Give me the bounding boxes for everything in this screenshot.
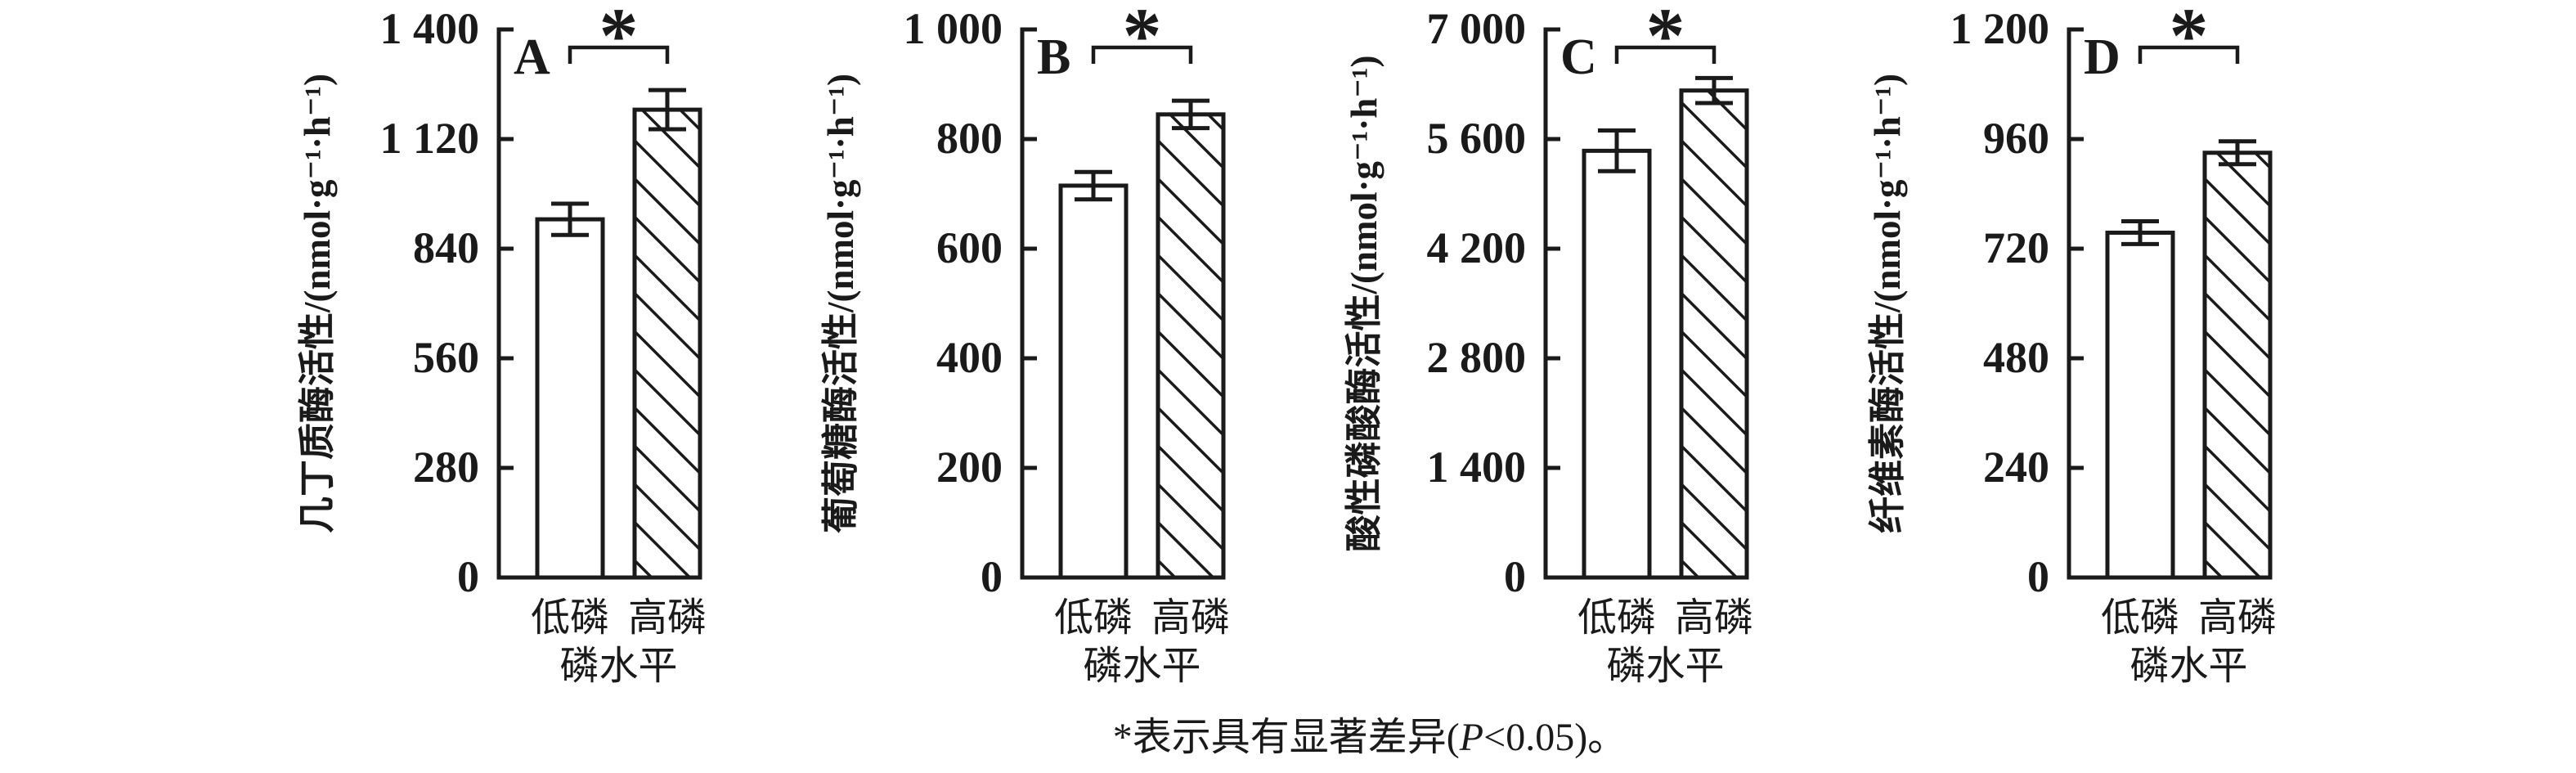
y-tick-label: 600 xyxy=(936,223,1003,272)
bar-low-phosphorus xyxy=(1058,183,1129,580)
y-tick-label: 1 400 xyxy=(1427,443,1527,492)
x-tick-label-low-phosphorus: 低磷 xyxy=(531,596,609,640)
y-tick-label: 2 800 xyxy=(1427,333,1527,382)
y-tick-label: 0 xyxy=(457,552,479,601)
y-tick-label: 1 200 xyxy=(1950,4,2050,53)
bar-low-phosphorus xyxy=(1582,148,1652,580)
panel-c-chart: 0 1 400 2 800 4 200 5 600 7 000 酸性磷酸酶活性/(nmol·… xyxy=(1344,0,1753,688)
y-tick-label: 400 xyxy=(936,333,1003,382)
x-tick-label-low-phosphorus: 低磷 xyxy=(1054,596,1133,640)
y-tick-label: 720 xyxy=(1983,223,2049,272)
y-tick-label: 480 xyxy=(1983,333,2049,382)
y-tick-label: 1 400 xyxy=(380,4,480,53)
y-axis-title: 几丁质酶活性/(nmol·g⁻¹·h⁻¹) xyxy=(297,74,338,533)
bar-low-phosphorus xyxy=(2105,230,2175,580)
bar-low-phosphorus xyxy=(535,217,605,580)
significance-footnote: *表示具有显著差异(P<0.05)。 xyxy=(1022,708,1717,767)
y-tick-label: 1 120 xyxy=(380,114,480,163)
x-axis-title: 磷水平 xyxy=(559,645,677,688)
panel-d-chart: 0 240 480 720 960 1 200 纤维素酶活性/(nmol·g⁻¹·h⁻¹) *… xyxy=(1867,0,2277,688)
footnote-rest: <0.05)。 xyxy=(1483,716,1627,759)
y-tick-label: 0 xyxy=(981,552,1003,601)
bar-high-phosphorus xyxy=(1156,112,1226,580)
y-axis-title: 纤维素酶活性/(nmol·g⁻¹·h⁻¹) xyxy=(1867,74,1908,533)
footnote-p-symbol: P xyxy=(1459,716,1484,759)
significance-bracket xyxy=(1614,45,1717,64)
y-tick-label: 4 200 xyxy=(1427,223,1527,272)
footnote-prefix: *表示具有显著差异( xyxy=(1112,716,1460,759)
x-tick-label-high-phosphorus: 高磷 xyxy=(2198,596,2277,640)
y-axis-title: 酸性磷酸酶活性/(nmol·g⁻¹·h⁻¹) xyxy=(1344,55,1384,551)
y-tick-label: 840 xyxy=(413,223,479,272)
significance-bracket xyxy=(2138,45,2240,64)
panel-letter: B xyxy=(1037,29,1070,85)
bar-high-phosphorus xyxy=(1679,88,1749,580)
panel-b-chart: 0 200 400 600 800 1 000 葡萄糖酶活性/(nmol·g⁻¹·h⁻¹) *… xyxy=(820,0,1230,688)
bar-high-phosphorus xyxy=(632,107,702,580)
significance-bracket xyxy=(568,45,670,64)
y-tick-label: 1 000 xyxy=(904,4,1003,53)
y-tick-label: 240 xyxy=(1983,443,2049,492)
significance-asterisk: * xyxy=(2170,0,2209,79)
y-tick-label: 200 xyxy=(936,443,1003,492)
bar-high-phosphorus xyxy=(2202,151,2273,580)
significance-asterisk: * xyxy=(1646,0,1685,79)
y-tick-label: 280 xyxy=(413,443,479,492)
x-axis-title: 磷水平 xyxy=(2129,645,2247,688)
significance-bracket xyxy=(1091,45,1193,64)
x-tick-label-high-phosphorus: 高磷 xyxy=(1675,596,1753,640)
panel-letter: D xyxy=(2084,29,2120,85)
x-tick-label-low-phosphorus: 低磷 xyxy=(1577,596,1656,640)
x-tick-label-high-phosphorus: 高磷 xyxy=(1151,596,1230,640)
x-tick-label-high-phosphorus: 高磷 xyxy=(628,596,707,640)
significance-asterisk: * xyxy=(599,0,639,79)
y-tick-label: 0 xyxy=(1504,552,1526,601)
y-tick-label: 560 xyxy=(413,333,479,382)
panel-a-chart: 0 280 560 840 1 120 1 400 几丁质酶活性/(nmol·g⁻¹·h⁻¹… xyxy=(297,0,707,688)
y-axis-title: 葡萄糖酶活性/(nmol·g⁻¹·h⁻¹) xyxy=(820,74,861,533)
x-axis-title: 磷水平 xyxy=(1083,645,1200,688)
significance-asterisk: * xyxy=(1123,0,1162,79)
y-tick-label: 5 600 xyxy=(1427,114,1527,163)
y-tick-label: 0 xyxy=(2027,552,2049,601)
y-tick-label: 960 xyxy=(1983,114,2049,163)
x-axis-title: 磷水平 xyxy=(1606,645,1724,688)
y-tick-label: 7 000 xyxy=(1427,4,1527,53)
x-tick-label-low-phosphorus: 低磷 xyxy=(2101,596,2179,640)
y-tick-label: 800 xyxy=(936,114,1003,163)
panel-letter: C xyxy=(1560,29,1597,85)
panel-letter: A xyxy=(514,29,550,85)
